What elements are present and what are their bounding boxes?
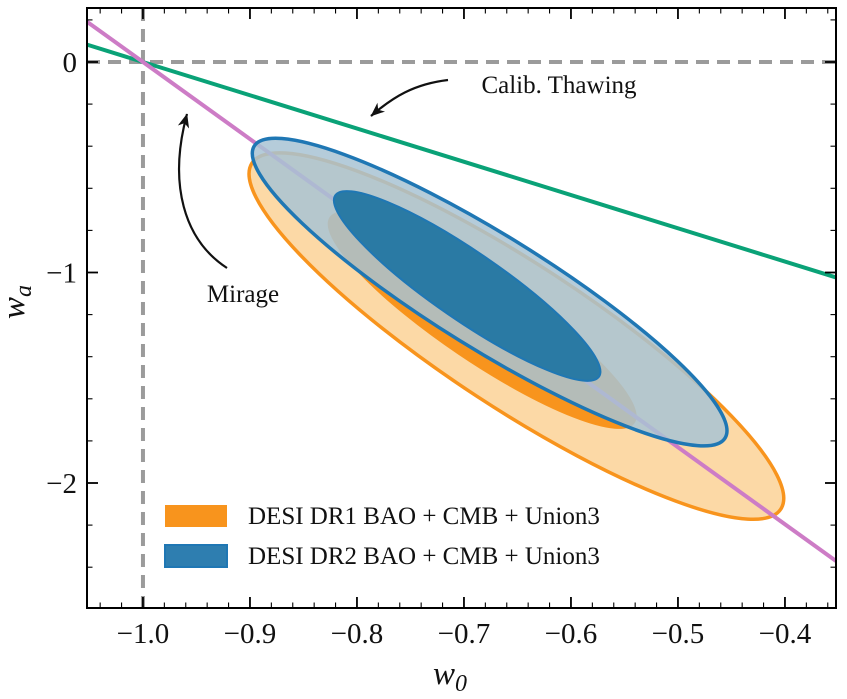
x-tick-label: −0.9: [224, 618, 277, 650]
x-tick-label: −0.4: [759, 618, 812, 650]
y-tick-label: −1: [46, 257, 77, 289]
annotation-mirage: Mirage: [177, 113, 279, 308]
legend-label-dr1: DESI DR1 BAO + CMB + Union3: [248, 503, 600, 530]
y-tick-label: −2: [46, 468, 77, 500]
x-axis-label-sub: 0: [455, 671, 467, 697]
y-axis-label-base: w: [0, 297, 32, 319]
thawing-line: [86, 42, 837, 280]
axes-frame-and-ticks: [86, 7, 837, 609]
x-tick-label: −0.8: [331, 618, 384, 650]
x-tick-label: −0.6: [545, 618, 598, 650]
y-axis-label-sub: a: [11, 285, 37, 297]
y-tick-label: 0: [63, 47, 78, 79]
dr2-contour-68: [332, 190, 602, 382]
reference-lines: [87, 8, 836, 608]
legend: DESI DR1 BAO + CMB + Union3 DESI DR2 BAO…: [164, 503, 600, 570]
annotation-calib-thawing: Calib. Thawing: [370, 72, 637, 117]
x-tick-label: −1.0: [117, 618, 170, 650]
legend-swatch-dr1: [165, 505, 227, 527]
tick-labels: −1.0 −0.9 −0.8 −0.7 −0.6 −0.5 −0.4 0 −1 −2: [46, 47, 812, 650]
x-axis-label-base: w: [433, 656, 455, 692]
x-tick-label: −0.7: [438, 618, 491, 650]
mirage-arrow: [177, 113, 228, 269]
y-axis-label: wa: [0, 285, 37, 319]
x-tick-label: −0.5: [652, 618, 705, 650]
legend-label-dr2: DESI DR2 BAO + CMB + Union3: [248, 543, 600, 570]
dr2-contours: [250, 136, 729, 448]
calib-thawing-label: Calib. Thawing: [481, 72, 637, 99]
x-axis-label: w0: [433, 656, 467, 697]
calib-thawing-arrow: [370, 78, 449, 117]
mirage-label: Mirage: [207, 281, 279, 308]
legend-swatch-dr2: [164, 544, 228, 568]
axes-frame: [86, 7, 837, 609]
